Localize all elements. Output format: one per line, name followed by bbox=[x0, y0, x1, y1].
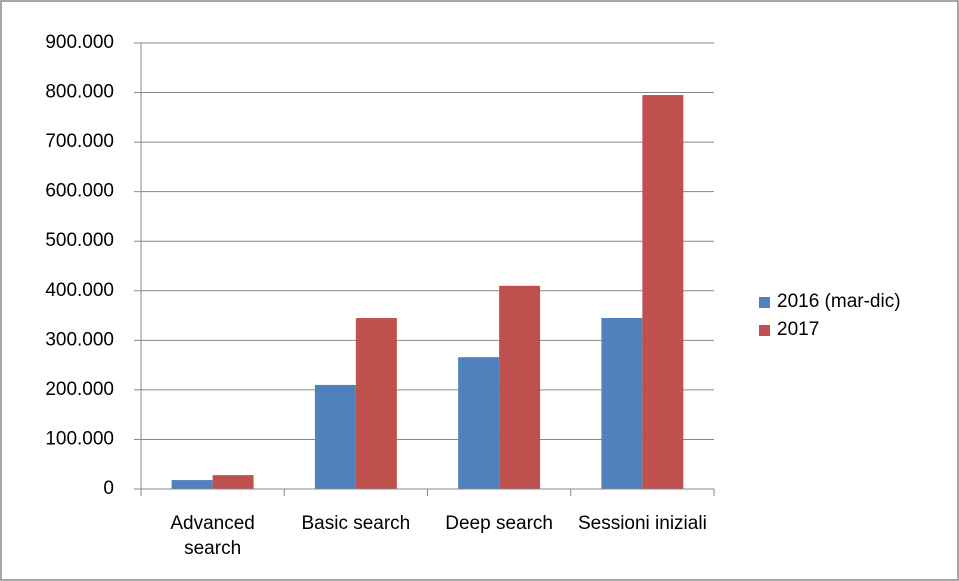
y-tick-label: 700.000 bbox=[45, 131, 114, 152]
y-tick-label: 500.000 bbox=[45, 230, 114, 251]
bar bbox=[499, 285, 541, 489]
bar bbox=[355, 318, 397, 489]
x-tick-label: Sessioni iniziali bbox=[577, 513, 707, 534]
bar bbox=[642, 95, 684, 490]
y-tick-label: 900.000 bbox=[45, 32, 114, 53]
legend-label: 2017 bbox=[777, 319, 819, 340]
bar bbox=[314, 384, 356, 489]
y-tick-label: 0 bbox=[103, 478, 114, 499]
legend-label: 2016 (mar-dic) bbox=[777, 291, 901, 312]
x-tick-label: Advanced search bbox=[170, 513, 255, 559]
x-tick-label: Deep search bbox=[445, 513, 553, 534]
y-tick-label: 200.000 bbox=[45, 379, 114, 400]
bar bbox=[171, 480, 213, 489]
bar bbox=[458, 357, 500, 489]
bar bbox=[601, 318, 643, 489]
legend-swatch bbox=[759, 325, 770, 336]
y-tick-label: 600.000 bbox=[45, 181, 114, 202]
y-tick-label: 800.000 bbox=[45, 82, 114, 103]
y-tick-label: 100.000 bbox=[45, 428, 114, 449]
y-tick-label: 300.000 bbox=[45, 329, 114, 350]
legend-swatch bbox=[759, 297, 770, 308]
x-tick-label: Basic search bbox=[301, 513, 411, 534]
bar bbox=[212, 475, 254, 489]
y-tick-label: 400.000 bbox=[45, 280, 114, 301]
